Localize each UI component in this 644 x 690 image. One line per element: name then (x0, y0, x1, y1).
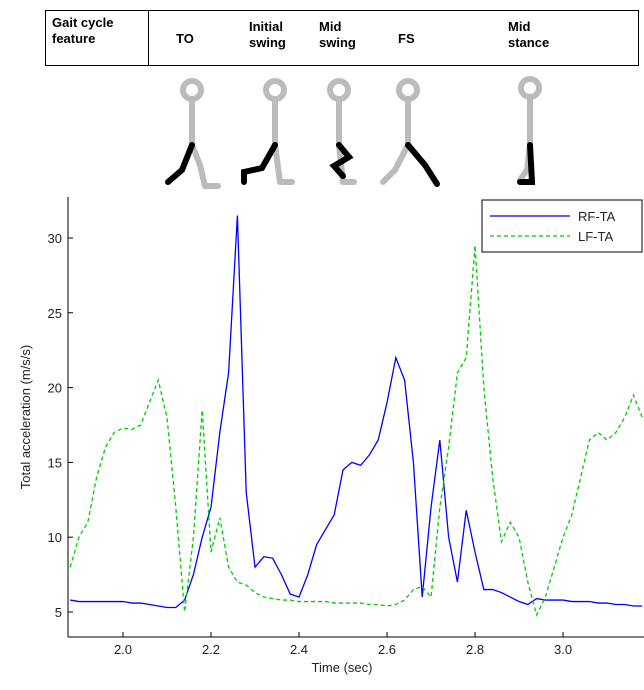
legend-box (481, 199, 643, 253)
phase-table: Gait cycle feature TO Initial swing Mid … (45, 10, 639, 66)
legend-label: RF-TA (578, 209, 616, 224)
y-tick-label: 30 (48, 231, 62, 246)
y-tick-label: 20 (48, 381, 62, 396)
data-line (69, 245, 643, 617)
y-tick-label: 25 (48, 306, 62, 321)
phase-label: Mid stance (508, 19, 550, 50)
phase-label: FS (398, 31, 415, 46)
y-tick-label: 15 (48, 455, 62, 470)
phase-label: Mid swing (319, 19, 356, 50)
feature-heading: Gait cycle feature (46, 11, 149, 65)
legend-label: LF-TA (578, 229, 613, 244)
x-tick-label: 2.4 (290, 642, 308, 657)
y-tick-label: 10 (48, 530, 62, 545)
phase-label: Initial swing (249, 19, 286, 50)
x-tick-label: 3.0 (554, 642, 572, 657)
y-tick-label: 5 (55, 605, 62, 620)
data-line (70, 215, 643, 609)
x-axis-title: Time (sec) (312, 660, 373, 675)
y-axis-title: Total acceleration (m/s/s) (18, 345, 33, 490)
x-tick-label: 2.0 (114, 642, 132, 657)
phase-label: TO (176, 31, 194, 46)
x-tick-label: 2.2 (202, 642, 220, 657)
x-tick-label: 2.6 (378, 642, 396, 657)
stick-figures (165, 76, 542, 189)
x-tick-label: 2.8 (466, 642, 484, 657)
